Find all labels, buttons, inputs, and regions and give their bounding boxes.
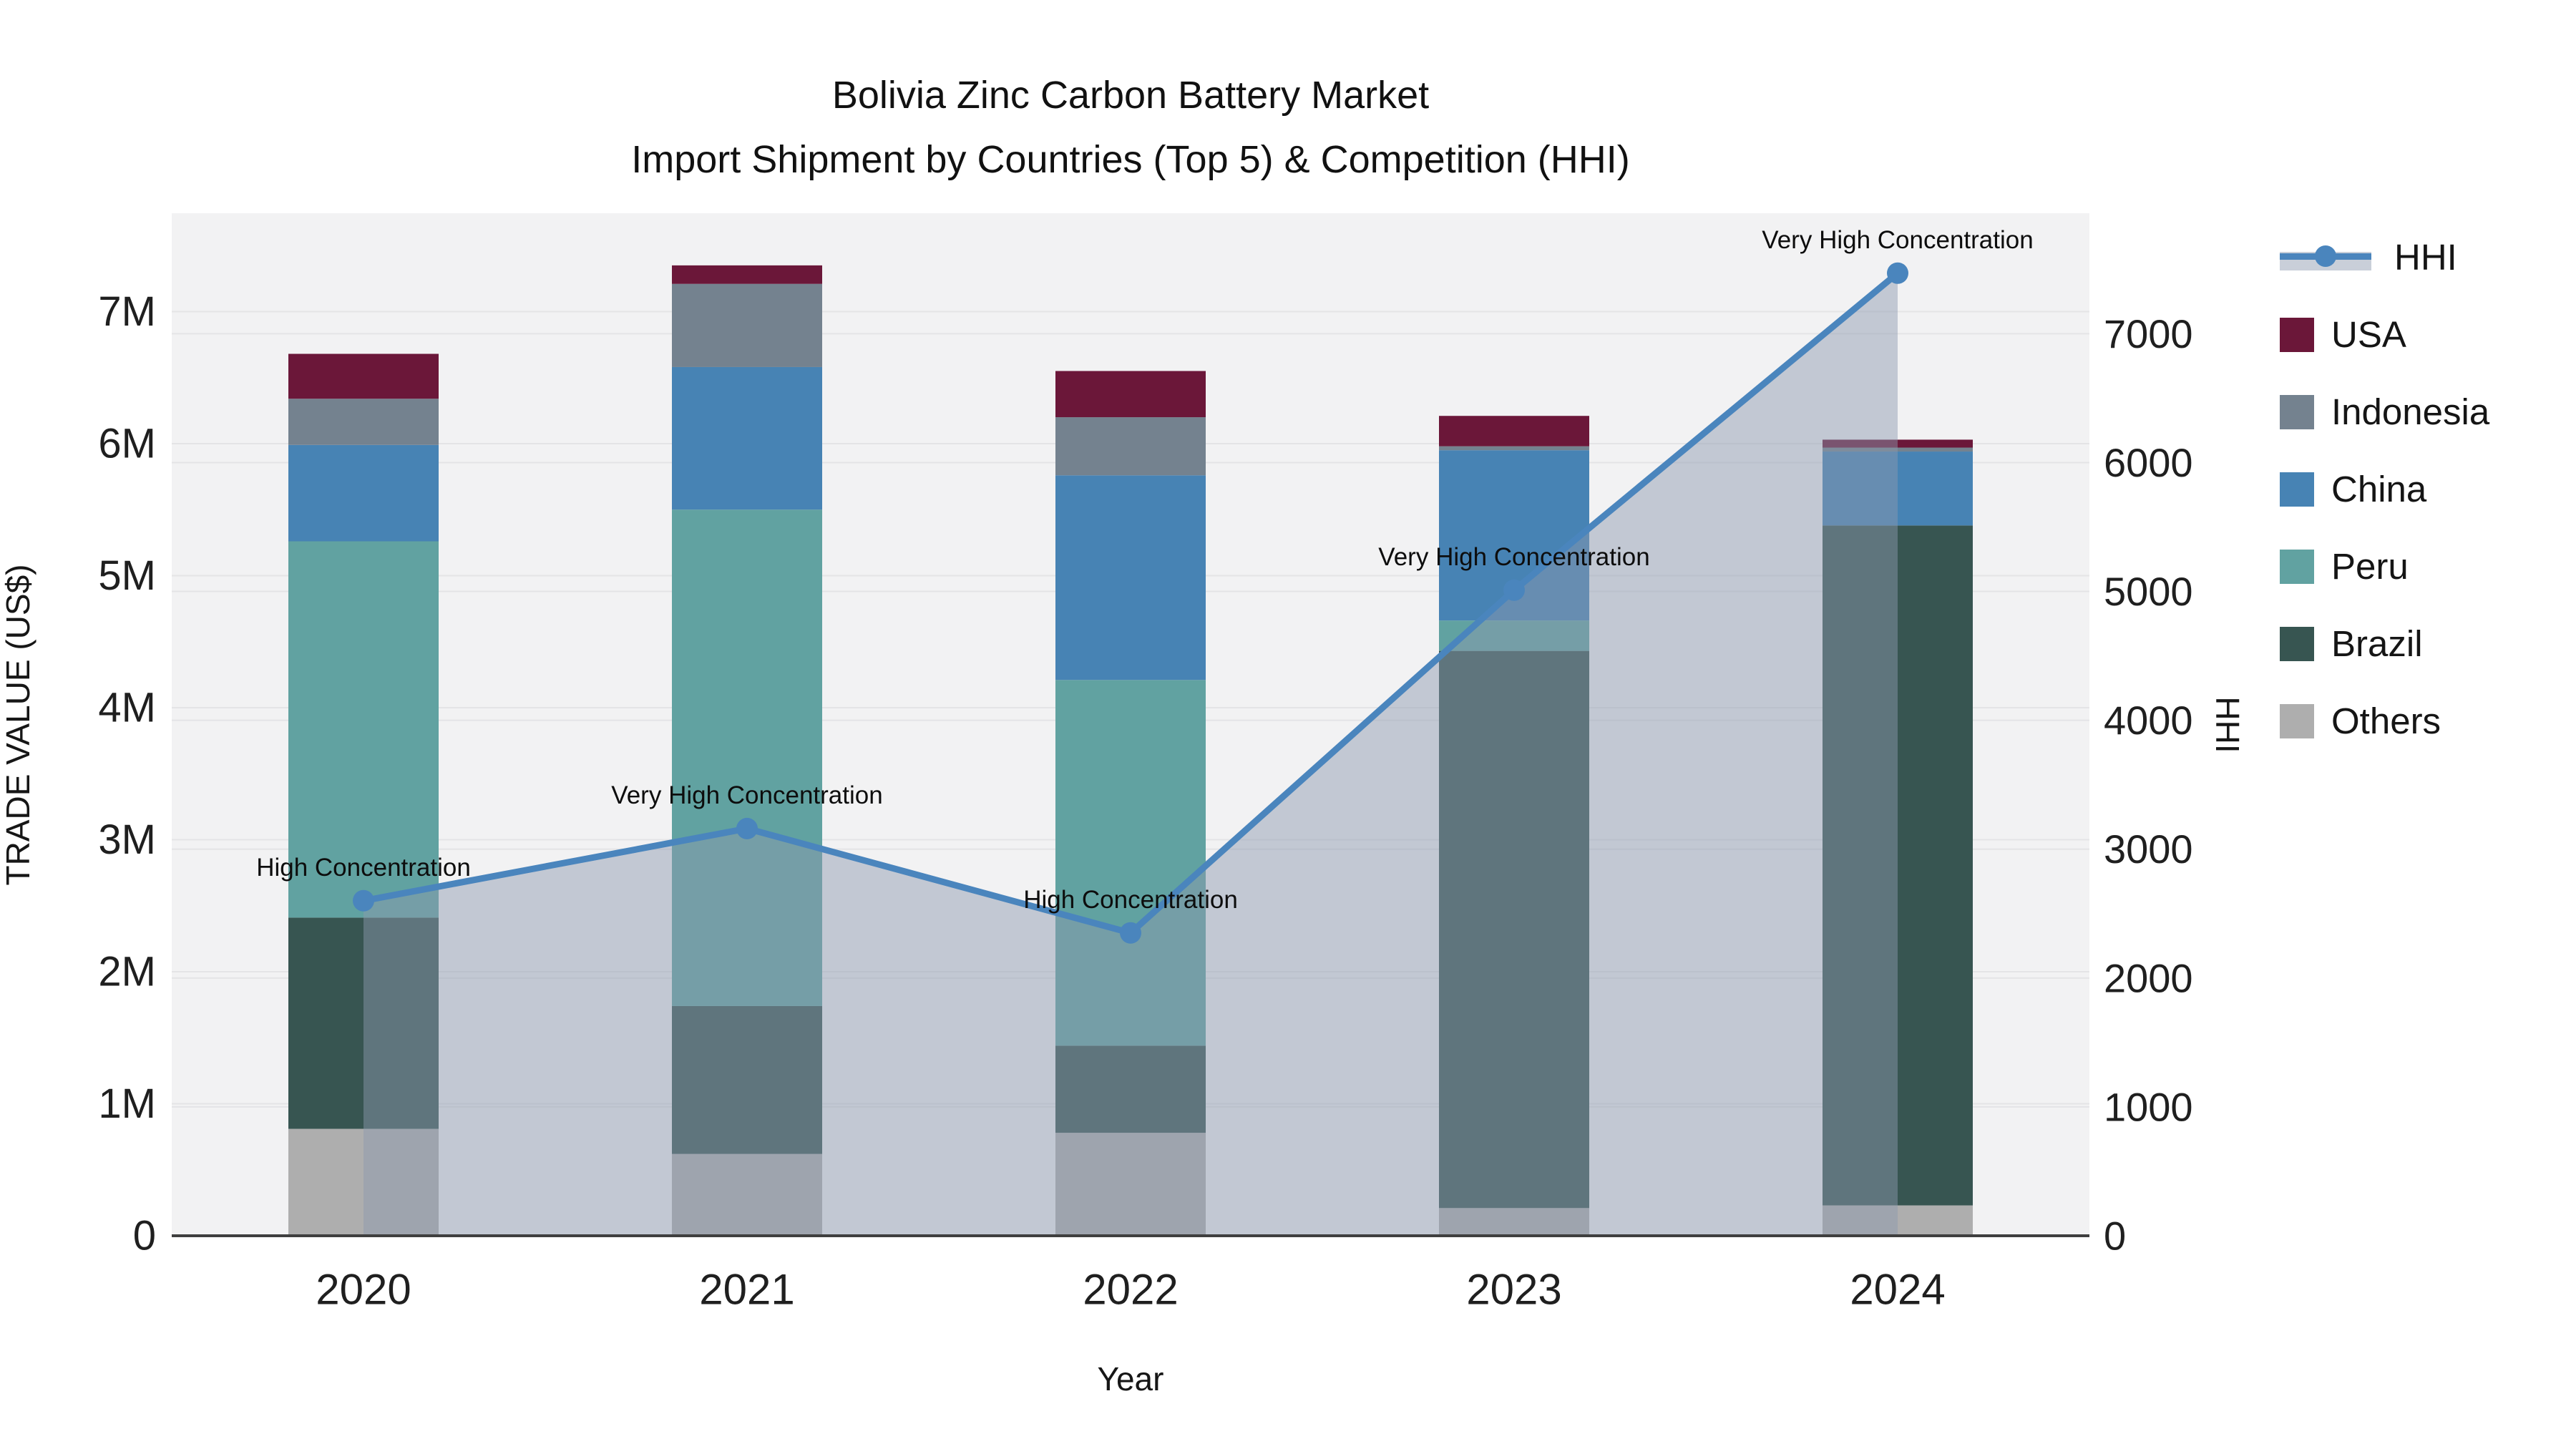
bar-segment-china-2020[interactable] [288,444,439,542]
hhi-marker-2021[interactable] [736,817,758,839]
legend-swatch-others [2280,703,2314,738]
chart-title: Bolivia Zinc Carbon Battery Market Impor… [0,63,2261,192]
bar-segment-peru-2021[interactable] [672,509,822,1006]
y-left-tick-label: 1M [98,1080,156,1127]
bar-segment-indonesia-2020[interactable] [288,399,439,445]
legend-swatch-brazil [2280,626,2314,661]
hhi-marker-2023[interactable] [1503,579,1525,601]
legend-item-china[interactable]: China [2280,468,2489,510]
y-right-tick-label: 6000 [2104,440,2193,485]
bar-segment-others-2023[interactable] [1439,1208,1589,1236]
bar-segment-peru-2022[interactable] [1055,680,1206,1046]
y-axis-title-left: TRADE VALUE (US$) [0,564,36,886]
y-right-tick-label: 4000 [2104,698,2193,743]
bar-segment-peru-2020[interactable] [288,541,439,918]
legend-swatch-china [2280,472,2314,507]
bar-segment-indonesia-2022[interactable] [1055,417,1206,476]
legend-swatch-indonesia [2280,394,2314,429]
bar-segment-others-2020[interactable] [288,1128,439,1236]
y-left-tick-label: 5M [98,552,156,599]
legend-item-indonesia[interactable]: Indonesia [2280,391,2489,433]
legend-item-hhi[interactable]: HHI [2280,236,2489,278]
x-tick-label-2021: 2021 [699,1266,794,1314]
legend-label-hhi: HHI [2394,237,2457,278]
x-tick-label-2023: 2023 [1466,1266,1561,1314]
bar-segment-brazil-2021[interactable] [672,1005,822,1154]
x-tick-label-2020: 2020 [316,1266,411,1314]
bar-segment-brazil-2023[interactable] [1439,650,1589,1209]
legend-label-indonesia: Indonesia [2331,391,2490,432]
legend-hhi-line-swatch [2280,239,2371,276]
bar-segment-brazil-2024[interactable] [1823,525,1973,1206]
bar-segment-china-2022[interactable] [1055,475,1206,680]
y-left-tick-label: 2M [98,948,156,995]
bar-segment-brazil-2020[interactable] [288,917,439,1129]
legend-item-peru[interactable]: Peru [2280,545,2489,587]
legend-hhi-marker-dot [2315,245,2336,267]
y-right-tick-label: 1000 [2104,1084,2193,1129]
x-tick-label-2022: 2022 [1083,1266,1178,1314]
bar-segment-usa-2020[interactable] [288,353,439,399]
bar-segment-indonesia-2024[interactable] [1823,447,1973,452]
legend-item-brazil[interactable]: Brazil [2280,623,2489,665]
legend-item-usa[interactable]: USA [2280,313,2489,356]
bar-segment-brazil-2022[interactable] [1055,1045,1206,1133]
bar-segment-usa-2021[interactable] [672,265,822,284]
y-right-tick-label: 3000 [2104,826,2193,872]
bar-segment-china-2024[interactable] [1823,452,1973,526]
legend-label-china: China [2331,469,2427,509]
legend-label-brazil: Brazil [2331,623,2423,664]
y-left-tick-label: 7M [98,288,156,335]
bar-segment-usa-2022[interactable] [1055,371,1206,418]
legend-item-others[interactable]: Others [2280,700,2489,742]
bar-segment-others-2021[interactable] [672,1153,822,1236]
y-left-tick-label: 0 [133,1213,156,1259]
hhi-marker-2022[interactable] [1120,922,1141,944]
legend-swatch-peru [2280,549,2314,584]
bar-segment-others-2024[interactable] [1823,1205,1973,1236]
y-left-tick-label: 4M [98,684,156,731]
y-axis-title-right: HHI [2209,696,2246,753]
bar-segment-indonesia-2023[interactable] [1439,446,1589,451]
y-right-tick-label: 7000 [2104,311,2193,356]
chart-title-line-2: Import Shipment by Countries (Top 5) & C… [631,138,1630,181]
legend: HHI USA Indonesia China Peru Brazil Others [2280,236,2489,742]
legend-label-peru: Peru [2331,546,2409,587]
bar-segment-indonesia-2021[interactable] [672,283,822,367]
y-left-tick-label: 3M [98,816,156,863]
x-tick-label-2024: 2024 [1850,1266,1945,1314]
bar-segment-others-2022[interactable] [1055,1133,1206,1236]
hhi-area [364,273,1898,1236]
bar-segment-usa-2024[interactable] [1823,439,1973,448]
hhi-marker-2020[interactable] [353,889,374,912]
legend-swatch-usa [2280,317,2314,352]
y-right-tick-label: 0 [2104,1214,2126,1259]
bar-segment-usa-2023[interactable] [1439,416,1589,447]
y-left-tick-label: 6M [98,420,156,467]
legend-label-others: Others [2331,701,2441,741]
x-axis-title: Year [1097,1360,1164,1397]
y-right-tick-label: 5000 [2104,569,2193,614]
legend-label-usa: USA [2331,314,2406,355]
hhi-marker-2024[interactable] [1887,262,1908,284]
bar-segment-china-2021[interactable] [672,366,822,510]
y-right-tick-label: 2000 [2104,955,2193,1000]
chart-title-line-1: Bolivia Zinc Carbon Battery Market [831,74,1430,117]
